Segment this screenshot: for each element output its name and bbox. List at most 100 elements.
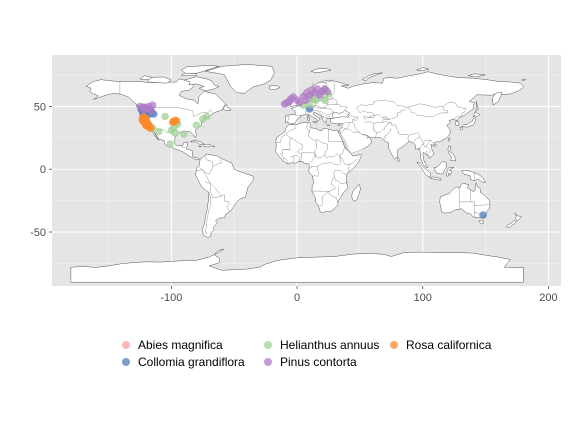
- landmass-iceland: [269, 85, 281, 90]
- axes: -100 0 100 200 -50 0 50: [30, 101, 558, 304]
- landmass-madagascar: [351, 184, 361, 202]
- landmass-greenland: [205, 64, 275, 94]
- point-collomia-grandiflora: [479, 211, 487, 219]
- point-helianthus-annuus: [155, 127, 163, 136]
- country-border: [317, 111, 335, 116]
- country-border: [286, 125, 296, 134]
- country-border: [470, 189, 475, 218]
- landmass-sakhalin: [475, 100, 479, 112]
- landmass-novaya-zemlya: [362, 72, 383, 81]
- country-border: [311, 176, 336, 192]
- country-border: [340, 128, 347, 133]
- landmass-new-siberian-islands: [467, 73, 486, 78]
- country-border: [391, 122, 420, 142]
- country-border: [283, 158, 288, 164]
- landmass-banks-island: [139, 75, 153, 80]
- point-helianthus-annuus: [192, 121, 201, 130]
- country-border: [338, 141, 358, 165]
- landmass-japan-kyushu: [459, 126, 463, 131]
- landmass-japan-hokkaido: [472, 111, 481, 118]
- point-pinus-contorta: [139, 106, 148, 114]
- landmass-australia: [439, 182, 491, 218]
- legend-key: [264, 341, 272, 349]
- landmass-sicily: [312, 120, 317, 124]
- legend: Abies magnifica Collomia grandiflora Hel…: [122, 338, 542, 374]
- country-border: [309, 127, 312, 133]
- point-rosa-californica: [139, 117, 147, 125]
- landmass-tasmania: [479, 220, 484, 225]
- country-border: [281, 134, 292, 152]
- country-border: [334, 170, 347, 176]
- country-border: [280, 150, 285, 161]
- country-border: [311, 175, 318, 178]
- point-pinus-contorta: [147, 107, 156, 116]
- point-pinus-contorta: [302, 96, 310, 104]
- country-border: [335, 104, 348, 111]
- country-border: [474, 204, 490, 206]
- landmass-new-guinea: [461, 169, 486, 183]
- landmass-sardinia: [307, 117, 310, 121]
- occurrence-points: [136, 85, 487, 219]
- country-border: [359, 110, 375, 121]
- point-rosa-californica: [172, 117, 181, 125]
- point-helianthus-annuus: [320, 96, 329, 104]
- country-border: [318, 191, 329, 206]
- landmass-hainan: [433, 143, 437, 147]
- landmass-sri-lanka: [397, 156, 401, 162]
- landmass-taiwan: [447, 137, 451, 142]
- country-border: [333, 170, 348, 184]
- landmass-baffin-island: [183, 76, 220, 92]
- point-pinus-contorta: [295, 98, 304, 107]
- legend-item-collomia-grandiflora: Collomia grandiflora: [122, 355, 245, 369]
- country-border: [300, 154, 302, 162]
- landmass-newfoundland: [222, 104, 231, 111]
- country-border: [319, 82, 327, 87]
- country-border: [346, 128, 357, 133]
- country-border: [324, 144, 342, 163]
- country-border: [367, 114, 390, 123]
- landmass-arabia-fill: [341, 125, 368, 154]
- point-helianthus-annuus: [166, 140, 174, 148]
- country-border: [309, 166, 312, 169]
- country-border: [307, 154, 316, 165]
- landmass-java: [429, 176, 442, 181]
- country-border: [321, 115, 331, 119]
- country-border: [317, 166, 320, 177]
- legend-key: [122, 358, 130, 366]
- country-border: [352, 122, 358, 132]
- landmass-jamaica: [198, 145, 202, 148]
- legend-item-rosa-californica: Rosa californica: [390, 338, 491, 352]
- landmass-puerto-rico: [212, 145, 215, 148]
- country-border: [425, 139, 432, 147]
- landmass-borneo: [433, 160, 447, 175]
- legend-item-abies-magnifica: Abies magnifica: [122, 338, 223, 352]
- landmass-wrangel-island: [521, 79, 527, 81]
- point-helianthus-annuus: [161, 112, 169, 121]
- point-pinus-contorta: [285, 97, 294, 106]
- country-border: [417, 143, 425, 150]
- point-rosa-californica: [145, 122, 153, 131]
- landmass-antarctica: [70, 248, 524, 283]
- country-border: [289, 114, 301, 117]
- country-border: [142, 107, 214, 117]
- legend-label: Abies magnifica: [138, 338, 223, 352]
- country-border: [352, 116, 359, 121]
- country-border: [318, 112, 322, 116]
- country-border: [453, 115, 462, 120]
- landmass-kamchatka: [492, 91, 503, 106]
- country-border: [341, 122, 351, 129]
- country-border: [198, 154, 214, 175]
- x-tick-label: -100: [160, 292, 182, 304]
- landmass-cyprus: [337, 124, 341, 126]
- country-border: [326, 191, 338, 203]
- country-border: [342, 114, 356, 124]
- point-helianthus-annuus: [180, 130, 188, 138]
- landmass-new-zealand-south: [506, 219, 517, 228]
- landmass-cuba: [189, 139, 205, 145]
- country-border: [345, 146, 352, 154]
- legend-item-helianthus-annuus: Helianthus annuus: [264, 338, 379, 352]
- country-border: [196, 169, 230, 212]
- country-border: [455, 121, 459, 122]
- country-border: [205, 192, 212, 235]
